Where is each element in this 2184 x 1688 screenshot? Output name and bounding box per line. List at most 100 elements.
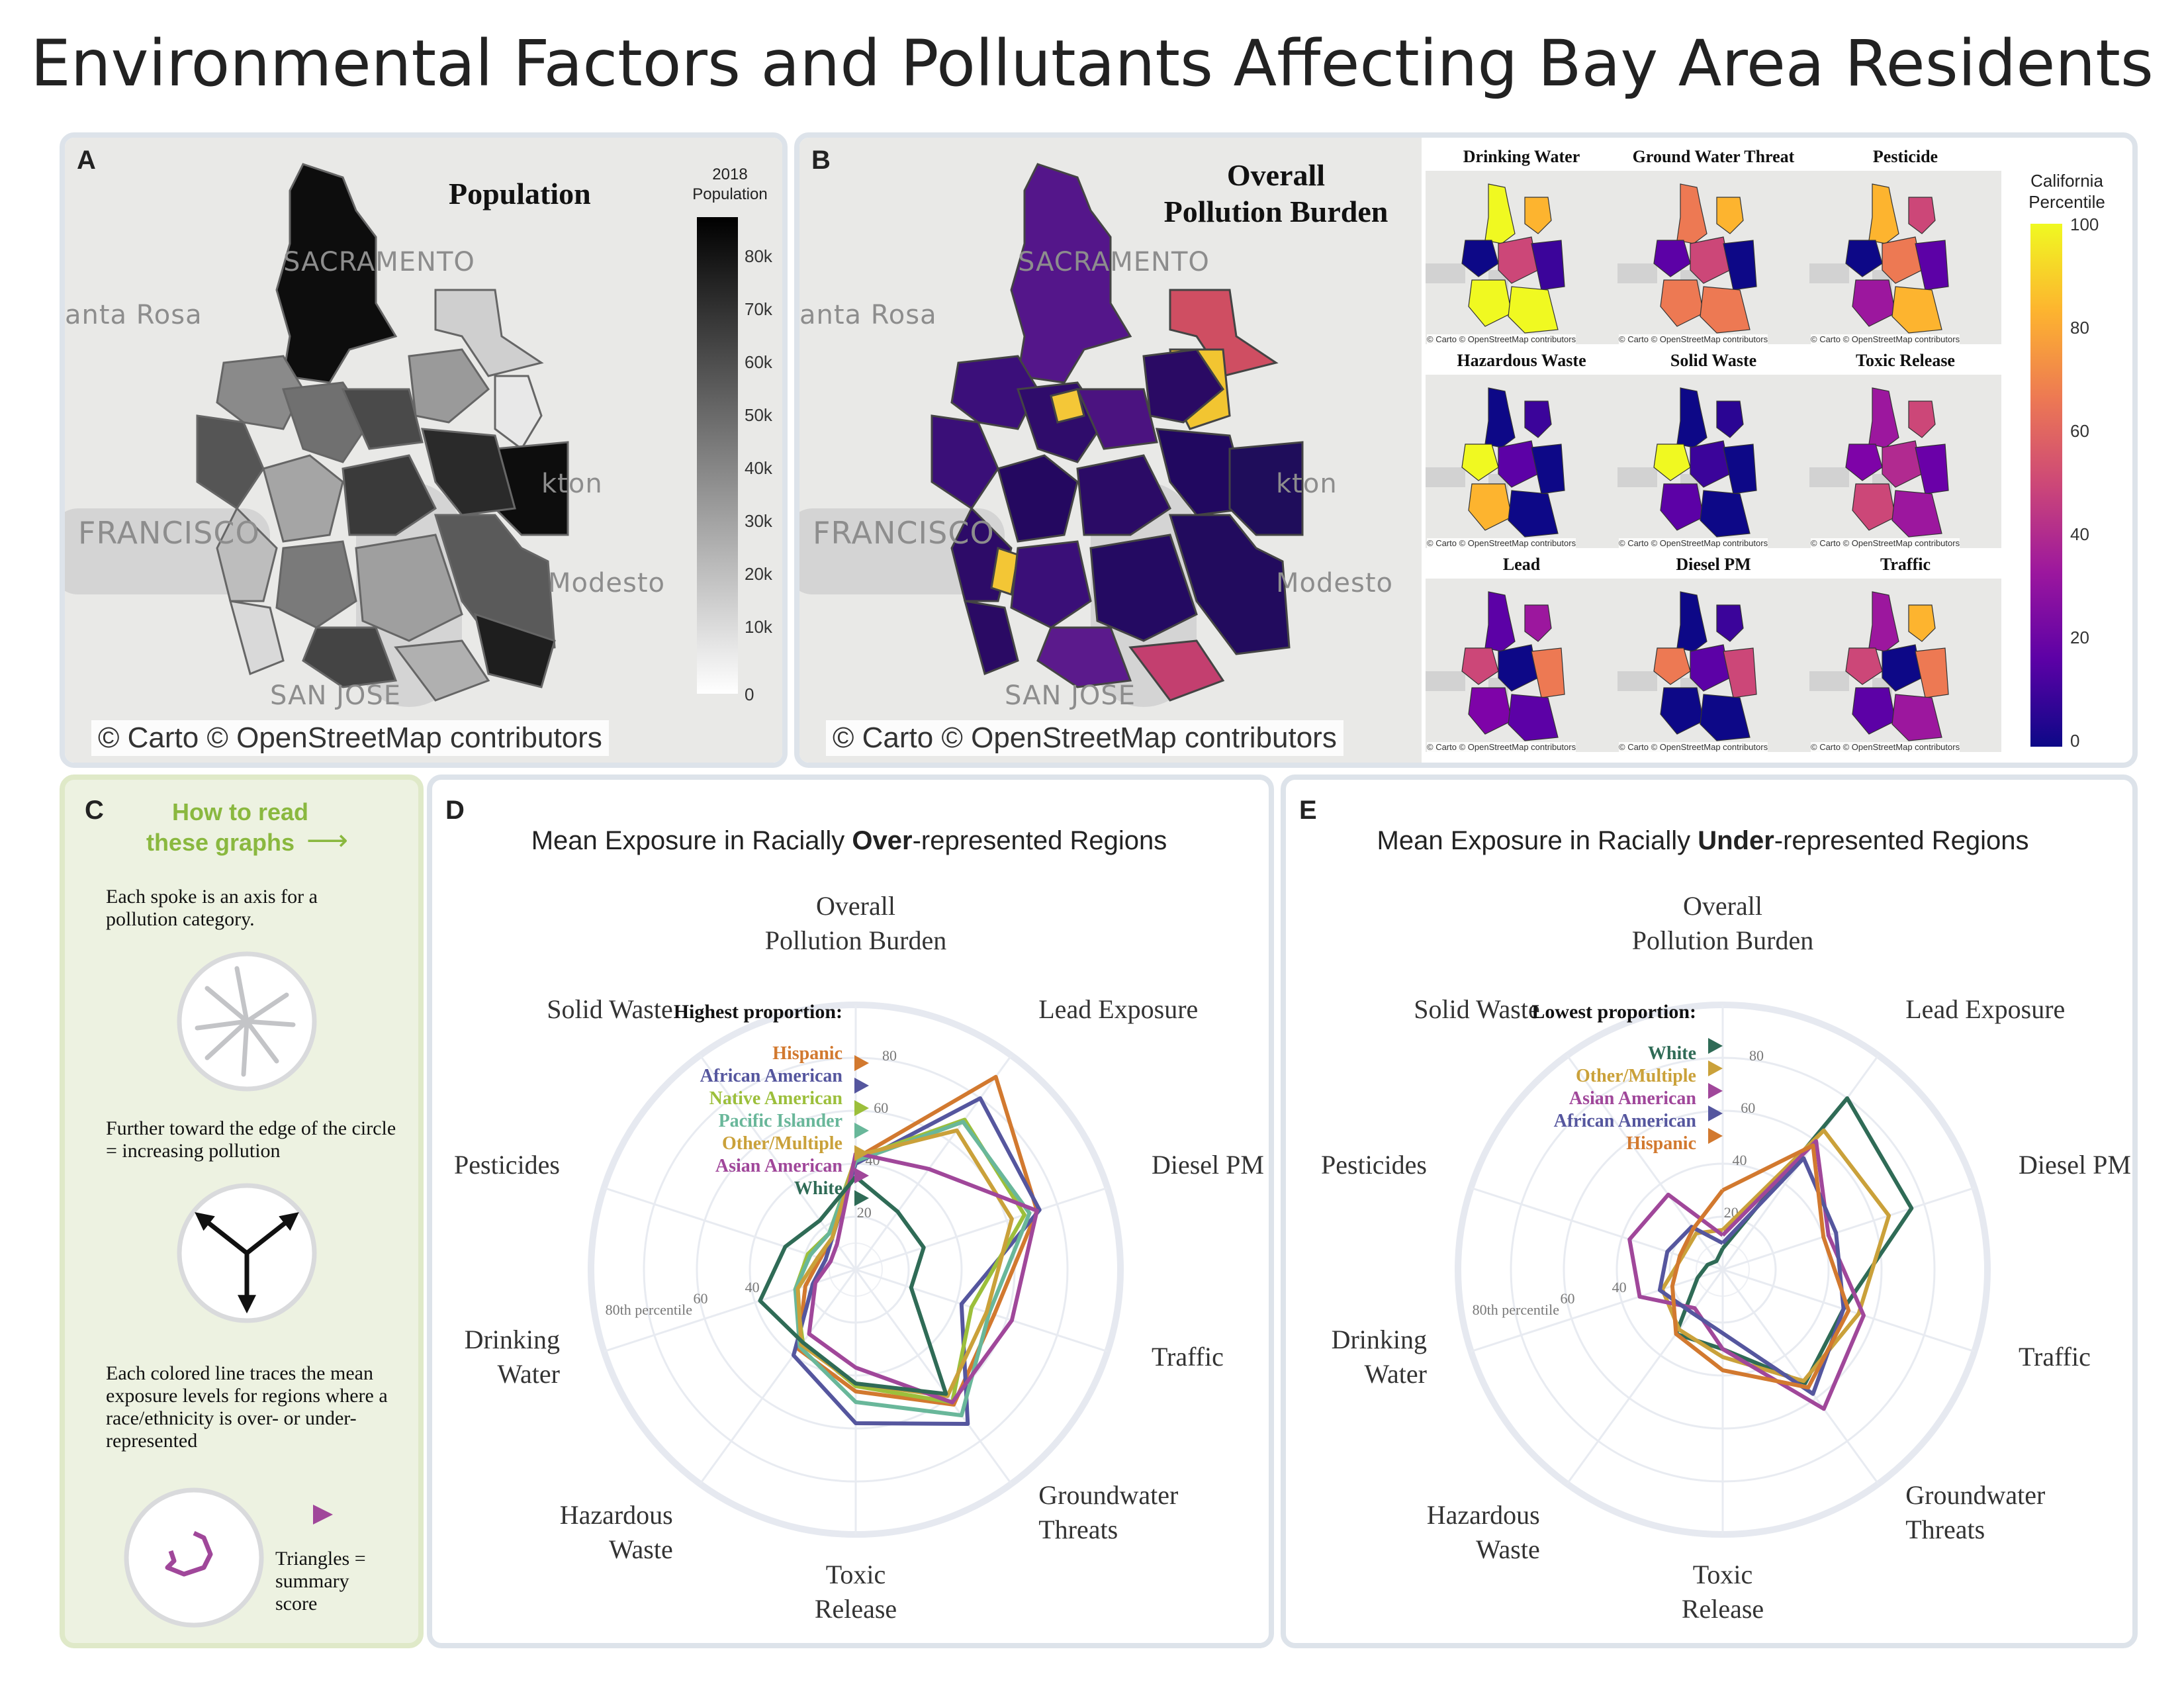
radar-legend-entry: White [794, 1178, 842, 1199]
panel-d: D Mean Exposure in Racially Over-represe… [427, 774, 1274, 1648]
small-map-attribution: © Carto © OpenStreetMap contributors [1811, 538, 1960, 548]
radar-tick-label: 80th percentile [1473, 1301, 1559, 1318]
percentile-tick-label: 40 [2070, 524, 2089, 544]
map-label-stockton-b: kton [1276, 469, 1338, 499]
radar-tick-label: 60 [1560, 1290, 1574, 1307]
panel-e: E Mean Exposure in Racially Under-repres… [1281, 774, 2138, 1648]
how-to-read-heading-2: these graphs [146, 829, 295, 856]
map-label-santa-rosa-b: anta Rosa [799, 300, 937, 330]
small-map-title: Diesel PM [1676, 555, 1751, 574]
radar-legend-entry: Hispanic [1626, 1133, 1696, 1154]
radar-legend-entry: Asian American [1569, 1088, 1697, 1109]
population-tick-label: 80k [745, 246, 772, 266]
panel-d-label: D [445, 796, 465, 825]
percentile-colorbar: California Percentile 100 80 60 40 20 0 [2028, 171, 2130, 753]
small-map-title: Solid Waste [1670, 351, 1757, 370]
small-map-title: Toxic Release [1856, 351, 1955, 370]
radar-legend-entry: African American [1554, 1111, 1697, 1131]
summary-triangle [854, 1055, 869, 1071]
percentile-tick-label: 20 [2070, 628, 2089, 647]
map-label-san-francisco: FRANCISCO [78, 515, 260, 551]
radar-tick-label: 20 [857, 1204, 872, 1221]
radar-tick-label: 40 [745, 1279, 760, 1295]
radar-spoke [855, 1186, 1108, 1271]
spokes-example [177, 951, 317, 1092]
small-map: © Carto © OpenStreetMap contributors [1617, 375, 1809, 548]
triangle-icon [313, 1505, 333, 1524]
radar-tick-label: 60 [1741, 1100, 1755, 1116]
percentile-tick-label: 100 [2070, 214, 2099, 234]
radar-tick-label: 60 [874, 1100, 888, 1116]
panel-c: C How to read these graphs ⟶ Each spoke … [60, 774, 424, 1648]
radar-legend-entry: Hispanic [772, 1043, 842, 1064]
panel-b-title-line1: Overall [1226, 158, 1326, 192]
radar-tick-label: 80 [1749, 1047, 1764, 1064]
map-label-modesto-b: Modesto [1276, 568, 1393, 598]
percentile-tick-label: 80 [2070, 318, 2089, 338]
radar-spoke [1566, 1055, 1724, 1270]
population-map-shapes [196, 163, 569, 702]
colorbar-title-line1: 2018 [712, 165, 748, 183]
percentile-tick-label: 0 [2070, 731, 2080, 751]
small-map-attribution: © Carto © OpenStreetMap contributors [1427, 742, 1576, 752]
map-label-modesto: Modesto [548, 568, 665, 598]
small-map-title: Traffic [1880, 555, 1931, 574]
small-map-attribution: © Carto © OpenStreetMap contributors [1811, 334, 1960, 344]
radar-spoke [1471, 1268, 1723, 1353]
small-map-title: Drinking Water [1463, 147, 1580, 166]
radar-series-line [793, 1119, 1032, 1418]
population-colorbar: 2018 Population 80k 70k 60k 50k 40k 30k 20k 10k… [692, 165, 772, 704]
pollution-map-shapes [931, 163, 1304, 702]
radar-axis-label: Drinking Water [1332, 1325, 1427, 1389]
panel-a: SACRAMENTO anta Rosa FRANCISCO kton Mode… [60, 132, 788, 768]
radar-spoke [854, 1269, 1013, 1485]
radar-series-line [1657, 1156, 1846, 1396]
note-edge: Further toward the edge of the circle = … [106, 1117, 396, 1162]
small-maps-grid: Drinking Water © Carto © OpenStreetMap co… [1426, 147, 2021, 763]
radar-axis-label: Hazardous Waste [560, 1500, 673, 1564]
panel-a-label: A [77, 146, 96, 175]
radar-axis-label: Drinking Water [465, 1325, 560, 1389]
radar-legend-entry: Asian American [715, 1156, 843, 1176]
small-map-title: Hazardous Waste [1457, 351, 1586, 370]
panel-b: SACRAMENTO anta Rosa FRANCISCO kton Mode… [794, 132, 2138, 768]
population-tick-label: 10k [745, 617, 772, 637]
radar-axis-label: Toxic Release [815, 1560, 897, 1624]
radar-tick-label: 40 [1612, 1279, 1627, 1295]
population-tick-label: 70k [745, 299, 772, 319]
population-tick-label: 30k [745, 511, 772, 531]
summary-triangle [1708, 1060, 1723, 1076]
small-map: © Carto © OpenStreetMap contributors [1426, 171, 1617, 344]
colorbar-title-line2: Population [692, 185, 768, 203]
small-map: © Carto © OpenStreetMap contributors [1809, 579, 2001, 752]
line-example [124, 1487, 264, 1628]
radar-e-title: Mean Exposure in Racially Under-represen… [1286, 826, 2120, 856]
radar-spoke [1721, 1269, 1880, 1485]
radar-series-line [807, 1151, 1039, 1405]
radar-axis-label: Pesticides [1321, 1150, 1427, 1180]
map-label-santa-rosa: anta Rosa [65, 300, 203, 330]
radar-legend-entry: African American [700, 1066, 843, 1086]
map-label-san-jose: SAN JOSE [270, 680, 402, 711]
panel-c-label: C [85, 796, 104, 825]
radar-tick-label: 60 [693, 1290, 707, 1307]
percentile-tick-label: 60 [2070, 421, 2089, 441]
map-label-sacramento: SACRAMENTO [283, 247, 475, 277]
radar-axis-label: Groundwater Threats [1905, 1480, 2045, 1544]
radar-series-line [758, 1175, 948, 1396]
population-tick-label: 60k [745, 352, 772, 372]
summary-triangle [854, 1078, 869, 1094]
radar-legend-entry: Native American [709, 1088, 843, 1109]
small-map-attribution: © Carto © OpenStreetMap contributors [1619, 538, 1768, 548]
summary-triangle [854, 1145, 869, 1161]
panel-e-label: E [1299, 796, 1317, 825]
radar-spoke [699, 1269, 857, 1485]
radar-axis-label: Lead Exposure [1038, 994, 1198, 1024]
radar-axis-label: Solid Waste [547, 994, 673, 1024]
small-map-attribution: © Carto © OpenStreetMap contributors [1619, 334, 1768, 344]
radar-d-title-pre: Mean Exposure in Racially [531, 826, 852, 855]
note-spokes: Each spoke is an axis for a pollution ca… [106, 886, 318, 930]
figure-title: Environmental Factors and Pollutants Aff… [30, 26, 2154, 101]
population-tick-label: 20k [745, 564, 772, 584]
